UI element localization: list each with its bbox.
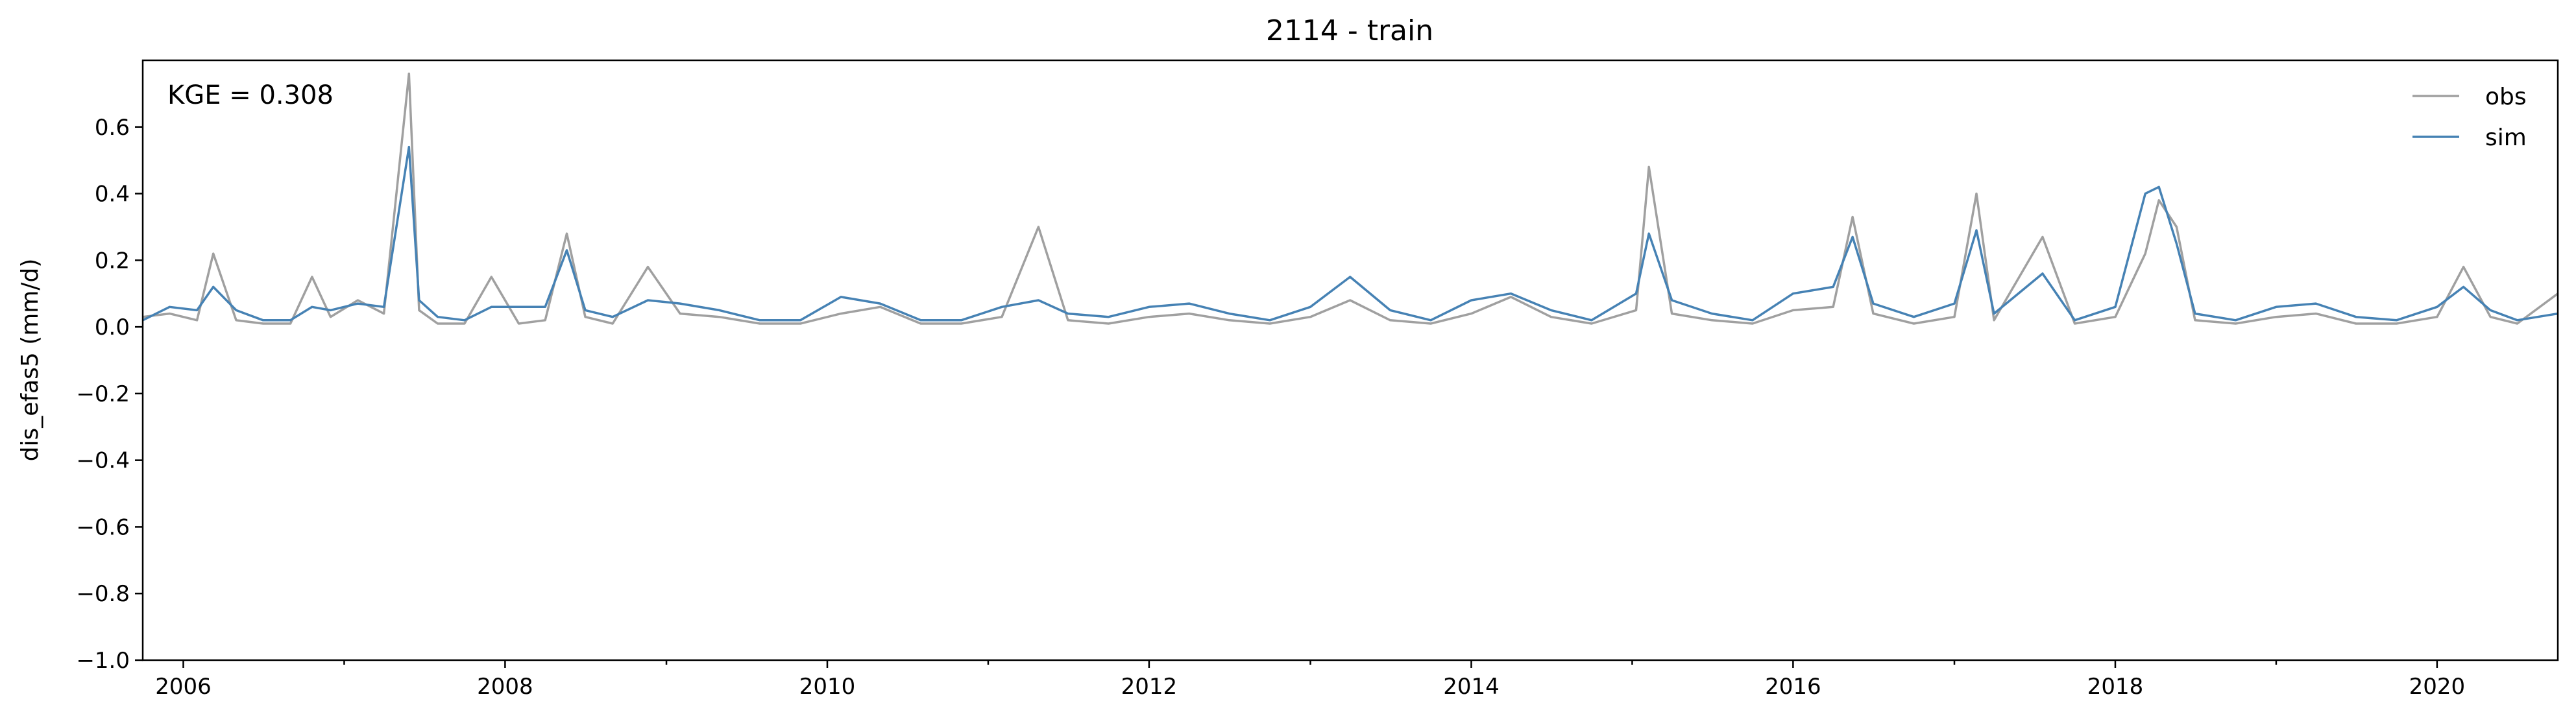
kge-annotation: KGE = 0.308 [167,80,334,110]
x-tick-label: 2018 [2087,674,2144,700]
x-tick-label: 2006 [155,674,212,700]
plot-frame [141,59,2559,661]
y-tick-label: −0.6 [76,514,130,540]
plot-area [141,59,2559,661]
x-tick-label: 2020 [2409,674,2466,700]
y-tick-label: −0.4 [76,448,130,474]
series-layer [142,72,2559,325]
series-line-obs [142,72,2559,325]
y-tick-label: −0.8 [76,581,130,607]
y-tick-label: −1.0 [76,648,130,674]
legend: obs sim [2412,84,2527,151]
legend-obs-label: obs [2485,84,2527,110]
y-tick-label: 0.2 [95,248,130,274]
series-line-sim [142,145,2558,322]
y-tick-label: 0.6 [95,115,130,141]
chart-title: 2114 - train [1266,14,1433,47]
y-tick-label: 0.4 [95,182,130,208]
x-tick-label: 2014 [1443,674,1500,700]
x-tick-label: 2016 [1765,674,1821,700]
y-axis: 0.6 0.4 0.2 0.0 −0.2 −0.4 −0.6 −0.8 −1.0 [76,115,143,674]
y-tick-label: −0.2 [76,381,130,407]
legend-sim-label: sim [2485,125,2527,151]
y-tick-label: 0.0 [95,315,130,340]
y-axis-label: dis_efas5 (mm/d) [17,259,43,462]
x-tick-label: 2012 [1121,674,1178,700]
x-tick-label: 2010 [799,674,856,700]
x-axis: 2006 2008 2010 2012 2014 2016 2018 2020 [155,660,2465,700]
x-tick-label: 2008 [477,674,533,700]
